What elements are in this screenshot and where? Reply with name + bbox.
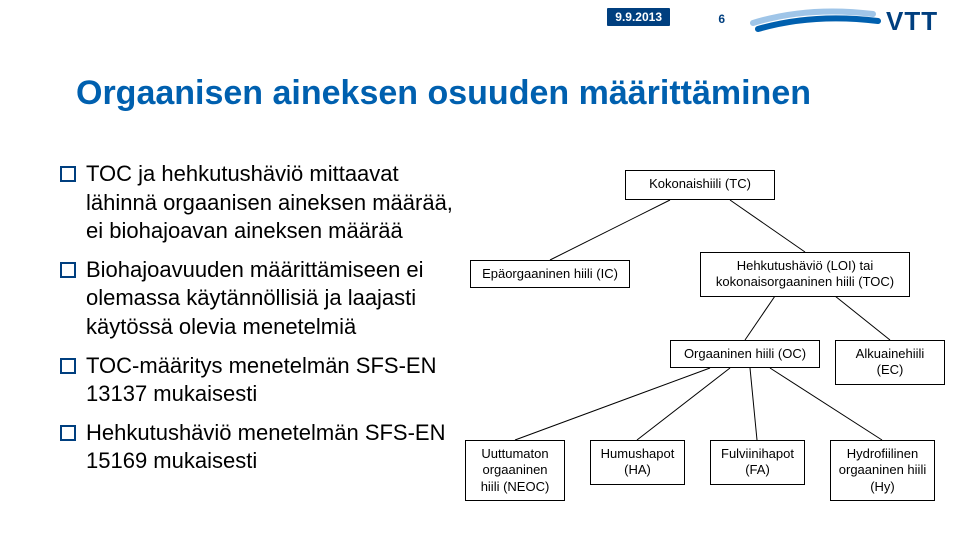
bullet-item: TOC ja hehkutushäviö mittaavat lähinnä o…: [60, 160, 460, 246]
bullet-text: Biohajoavuuden määrittämiseen ei olemass…: [86, 256, 460, 342]
vtt-logo: VTT: [748, 0, 948, 40]
bullet-marker-icon: [60, 262, 76, 278]
bullet-list: TOC ja hehkutushäviö mittaavat lähinnä o…: [60, 160, 460, 486]
diagram-node-oc: Orgaaninen hiili (OC): [670, 340, 820, 368]
diagram-node-ic: Epäorgaaninen hiili (IC): [470, 260, 630, 288]
bullet-item: Biohajoavuuden määrittämiseen ei olemass…: [60, 256, 460, 342]
bullet-marker-icon: [60, 358, 76, 374]
diagram-node-hy: Hydrofiilinen orgaaninen hiili (Hy): [830, 440, 935, 501]
bullet-marker-icon: [60, 166, 76, 182]
bullet-item: TOC-määritys menetelmän SFS-EN 13137 muk…: [60, 352, 460, 409]
diagram-node-loi: Hehkutushäviö (LOI) tai kokonaisorgaanin…: [700, 252, 910, 297]
hierarchy-diagram: Kokonaishiili (TC) Epäorgaaninen hiili (I…: [440, 160, 950, 540]
slide-header: 9.9.2013 6 VTT: [0, 0, 960, 46]
diagram-node-fa: Fulviinihapot (FA): [710, 440, 805, 485]
header-date: 9.9.2013: [607, 8, 670, 26]
bullet-text: TOC-määritys menetelmän SFS-EN 13137 muk…: [86, 352, 460, 409]
diagram-node-tc: Kokonaishiili (TC): [625, 170, 775, 200]
slide-title: Orgaanisen aineksen osuuden määrittämine…: [76, 74, 900, 113]
svg-text:VTT: VTT: [886, 6, 938, 36]
bullet-marker-icon: [60, 425, 76, 441]
bullet-item: Hehkutushäviö menetelmän SFS-EN 15169 mu…: [60, 419, 460, 476]
diagram-node-ec: Alkuainehiili (EC): [835, 340, 945, 385]
bullet-text: Hehkutushäviö menetelmän SFS-EN 15169 mu…: [86, 419, 460, 476]
bullet-text: TOC ja hehkutushäviö mittaavat lähinnä o…: [86, 160, 460, 246]
diagram-node-ha: Humushapot (HA): [590, 440, 685, 485]
header-page-number: 6: [718, 12, 725, 26]
diagram-node-neoc: Uuttumaton orgaaninen hiili (NEOC): [465, 440, 565, 501]
